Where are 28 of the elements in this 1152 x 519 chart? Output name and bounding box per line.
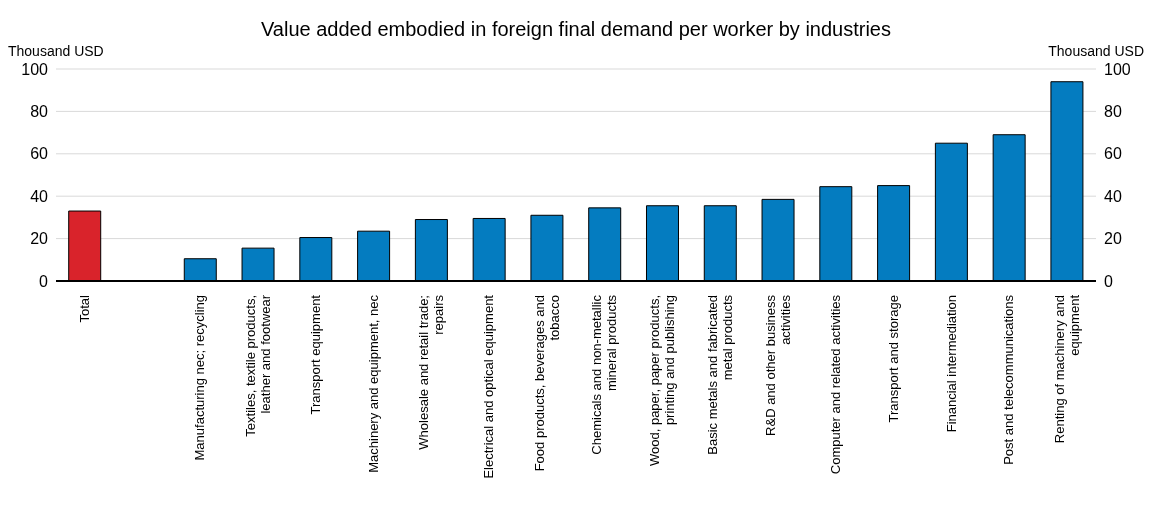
y2-axis-title: Thousand USD: [1048, 43, 1144, 59]
x-tick-label: Textiles, textile products, leather and footwear: [242, 294, 273, 437]
x-tick-label: Transport equipment: [308, 294, 323, 415]
y2-tick-label: 60: [1104, 145, 1122, 163]
x-tick-label: Electrical and optical equipment: [481, 294, 497, 479]
y-tick-label: 100: [21, 60, 49, 78]
x-tick-label: Renting of machinery and equipment: [1051, 294, 1082, 444]
x-tick-label: Post and telecommunications: [1001, 294, 1017, 465]
y-axis-title: Thousand USD: [8, 43, 104, 59]
x-tick-label: Transport and storage: [885, 295, 901, 423]
y-tick-label: 80: [30, 103, 49, 121]
x-tick-label: Financial intermediation: [943, 295, 959, 433]
y2-tick-label: 20: [1104, 230, 1122, 248]
chart-subtitle: Value added embodied in foreign final demand per worker by industries: [260, 18, 892, 41]
y-tick-label: 60: [30, 145, 49, 163]
x-tick-label: Machinery and equipment, nec: [365, 294, 381, 473]
x-tick-label: Computer and related activities: [828, 294, 843, 475]
y-tick-label: 40: [30, 187, 49, 205]
y-tick-label: 20: [30, 230, 49, 248]
x-tick-label: Manufacturing nec; recycling: [192, 295, 208, 461]
y2-tick-label: 0: [1104, 272, 1113, 290]
y-tick-label: 0: [39, 272, 49, 290]
y2-tick-label: 40: [1104, 187, 1122, 205]
x-tick-label: Food products, beverages and tobacco: [531, 295, 562, 472]
x-tick-label: Total: [76, 294, 92, 323]
y2-tick-label: 100: [1104, 60, 1131, 78]
x-tick-label: Wholesale and retail trade; repairs: [416, 294, 447, 450]
y2-tick-label: 80: [1104, 103, 1122, 121]
